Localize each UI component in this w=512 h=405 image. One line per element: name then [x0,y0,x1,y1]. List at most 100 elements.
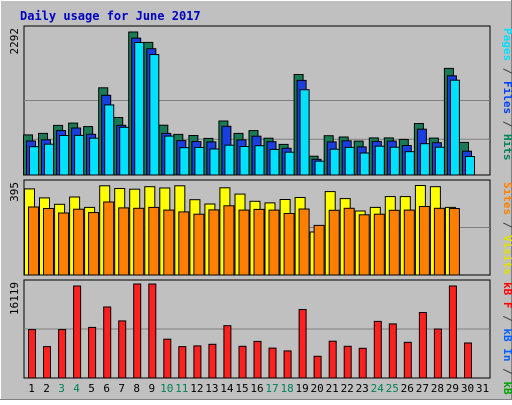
bar-sites-day-12 [193,213,205,276]
bar-pages-day-26 [404,151,415,176]
bar-pages-day-1 [29,146,39,176]
bar-sites-day-3 [58,212,70,276]
bar-sites-day-18 [283,213,295,276]
bar-pages-day-4 [74,134,85,176]
legend-entry: / [501,61,512,81]
bar-sites-day-25 [388,209,400,276]
legend-entry: Visits [501,235,512,275]
bar-kb-f-day-4 [73,285,82,379]
panel-bars [23,31,475,176]
chart-title: Daily usage for June 2017 [20,9,201,23]
bar-sites-day-28 [433,207,445,276]
bar-kb-f-day-29 [448,285,457,379]
bar-kb-f-day-19 [298,309,307,379]
bar-kb-f-day-30 [464,342,472,379]
legend-entry: / [501,114,512,134]
bar-sites-day-10 [163,209,175,276]
x-tick-label-day-13: 13 [205,382,218,395]
bar-kb-f-day-14 [223,325,232,379]
x-tick-label-day-7: 7 [118,382,125,395]
bar-sites-day-7 [118,207,130,276]
x-tick-label-day-29: 29 [446,382,459,395]
bar-pages-day-2 [44,143,54,176]
bar-sites-day-13 [208,209,220,276]
legend-entry: Pages [501,28,512,61]
bar-pages-day-6 [104,104,115,176]
panel-bars [24,185,460,276]
bar-sites-day-27 [418,206,430,276]
bar-kb-f-day-17 [268,347,277,379]
x-tick-label-day-27: 27 [416,382,429,395]
bar-pages-day-17 [269,148,280,176]
bar-pages-day-3 [59,135,70,176]
bar-kb-f-day-24 [373,320,382,379]
x-tick-label-day-4: 4 [73,382,80,395]
x-tick-label-day-28: 28 [431,382,444,395]
x-tick-label-day-1: 1 [28,382,35,395]
bar-kb-f-day-10 [163,338,172,379]
bar-kb-f-day-2 [43,346,51,379]
bar-kb-f-day-1 [28,329,36,379]
bar-sites-day-22 [343,207,355,276]
bar-kb-f-day-11 [178,346,187,379]
x-tick-label-day-25: 25 [386,382,399,395]
bar-pages-day-20 [314,160,325,176]
bar-pages-day-28 [434,146,445,176]
panel-max-label: 395 [8,182,21,202]
bar-sites-day-19 [298,208,310,276]
bar-pages-day-9 [149,54,160,176]
bar-sites-day-23 [358,214,370,276]
bar-sites-day-15 [238,209,250,276]
bar-kb-f-day-8 [133,283,142,379]
panel-legend: Pages / Files / Hits [501,28,512,161]
panel-legend: Sites / Visits [501,182,512,275]
bar-sites-day-29 [448,208,460,276]
x-tick-label-day-16: 16 [250,382,263,395]
legend-entry: kB Out [501,381,512,400]
legend-entry: Hits [501,134,512,161]
x-tick-label-day-8: 8 [133,382,140,395]
x-tick-label-day-2: 2 [43,382,50,395]
x-tick-label-day-17: 17 [265,382,278,395]
bar-pages-day-13 [209,148,220,176]
bar-sites-day-24 [373,213,385,276]
bar-pages-day-8 [134,42,145,176]
bar-sites-day-4 [73,208,85,276]
bar-sites-day-26 [403,209,415,276]
bar-pages-day-16 [254,145,265,176]
bar-sites-day-1 [28,206,39,276]
x-tick-label-day-11: 11 [175,382,188,395]
bar-kb-f-day-9 [148,283,157,379]
bar-kb-f-day-3 [58,329,67,379]
bar-kb-f-day-13 [208,343,217,379]
x-tick-label-day-5: 5 [88,382,95,395]
x-tick-label-day-24: 24 [371,382,385,395]
bar-kb-f-day-7 [118,320,127,379]
x-tick-label-day-21: 21 [326,382,339,395]
bar-pages-day-15 [239,146,250,176]
bar-kb-f-day-22 [343,345,352,379]
bar-sites-day-2 [43,208,54,276]
bar-pages-day-5 [89,137,100,176]
x-tick-label-day-6: 6 [103,382,110,395]
bar-pages-day-11 [179,147,190,176]
legend-entry: / [501,215,512,235]
bar-kb-f-day-25 [388,323,397,379]
legend-entry: kB F [501,282,512,309]
x-tick-label-day-10: 10 [160,382,173,395]
bar-kb-f-day-15 [238,345,247,379]
bar-kb-f-day-21 [328,340,337,379]
bar-pages-day-23 [359,152,370,176]
bar-sites-day-6 [103,201,115,276]
bar-pages-day-7 [119,126,130,176]
x-tick-label-day-19: 19 [295,382,308,395]
panel-hits_files_pages: 2292 Pages / Files / Hits [8,25,512,176]
bar-pages-day-27 [419,143,430,176]
x-tick-label-day-14: 14 [220,382,234,395]
bar-kb-f-day-12 [193,345,202,379]
bar-pages-day-25 [389,146,400,176]
legend-entry: Files [501,81,512,114]
legend-entry: Sites [501,182,512,215]
